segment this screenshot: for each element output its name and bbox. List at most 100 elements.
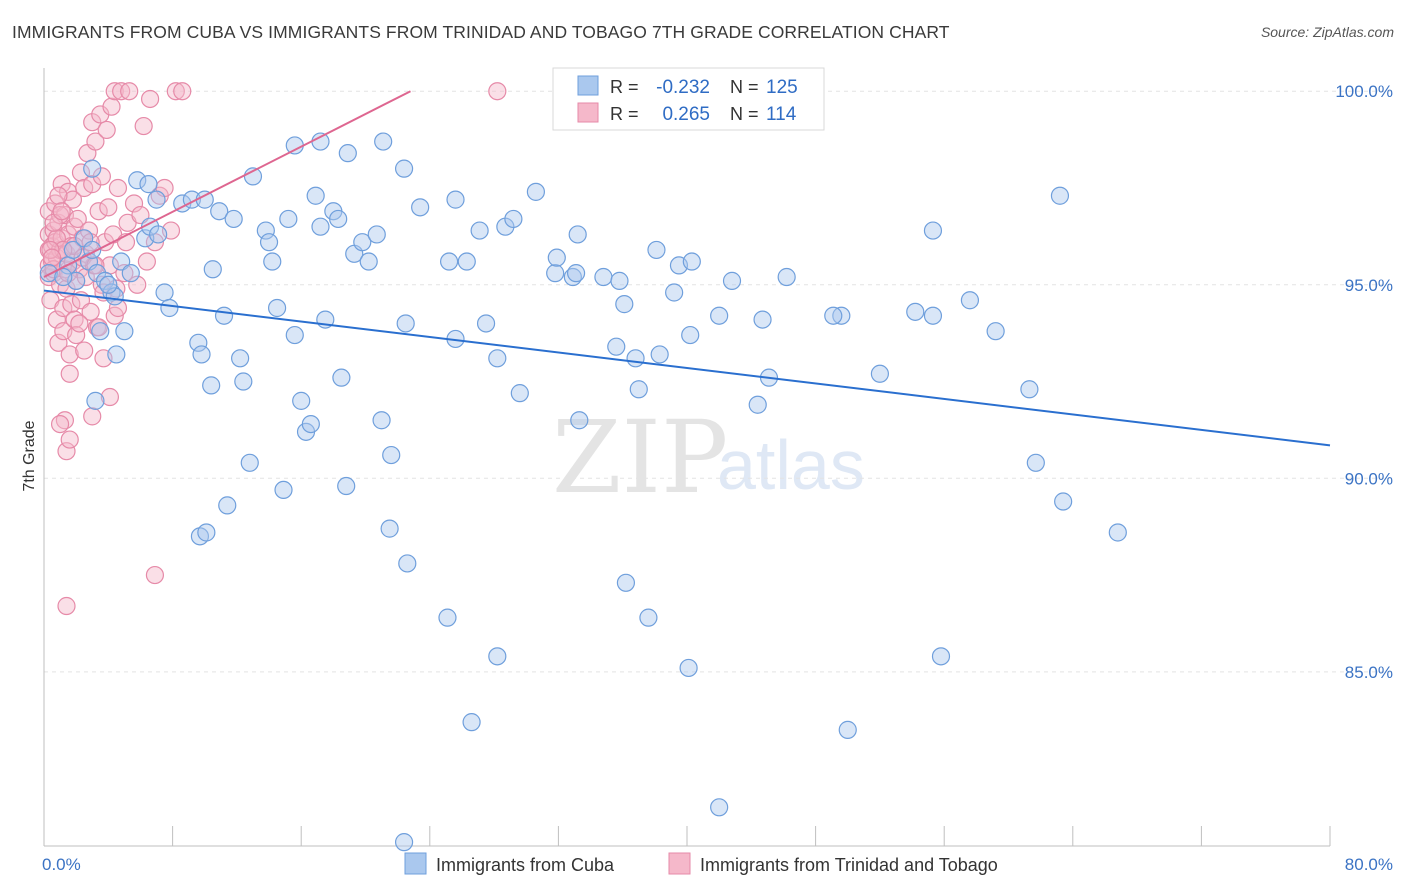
cuba-data-point	[923, 306, 943, 325]
cuba-data-point	[285, 136, 304, 155]
cuba-data-point	[438, 608, 457, 627]
trinidad-data-point	[75, 341, 94, 360]
watermark-zip: ZIP	[552, 399, 728, 516]
cuba-data-point	[63, 240, 83, 260]
stats-legend: R = -0.232 N = 125 R = 0.265 N = 114	[552, 67, 825, 131]
cuba-data-point	[139, 175, 158, 194]
cuba-data-point	[263, 252, 282, 271]
source-label: Source: ZipAtlas.com	[1260, 24, 1394, 40]
cuba-data-point	[679, 658, 698, 678]
cuba-data-point	[1050, 186, 1070, 205]
cuba-data-point	[91, 322, 110, 341]
y-axis-title: 7th Grade	[21, 420, 38, 491]
cuba-data-point	[306, 186, 325, 205]
cuba-data-point	[353, 233, 372, 252]
cuba-data-point	[149, 225, 168, 244]
cuba-data-point	[650, 345, 669, 364]
trinidad-data-point	[137, 252, 156, 271]
cuba-data-point	[112, 252, 131, 271]
y-tick-label: 90.0%	[1345, 469, 1393, 488]
trinidad-data-point	[60, 364, 79, 383]
cuba-data-point	[311, 132, 330, 151]
cuba-data-point	[311, 217, 330, 236]
cuba-data-point	[292, 391, 311, 410]
trinidad-data-point	[105, 82, 124, 101]
cuba-data-point	[107, 345, 126, 364]
legend-swatch-trinidad	[577, 102, 599, 123]
trinidad-data-point	[83, 175, 102, 194]
trinidad-data-point	[100, 387, 120, 407]
cuba-data-point	[301, 414, 320, 434]
cuba-data-point	[629, 380, 648, 399]
cuba-data-point	[338, 144, 357, 163]
bottom-legend-swatch-cuba	[404, 852, 427, 875]
y-tick-labels: 100.0% 95.0% 90.0% 85.0%	[1335, 82, 1393, 682]
cuba-data-point	[504, 209, 523, 229]
cuba-data-point	[665, 283, 684, 302]
cuba-data-point	[681, 325, 700, 345]
cuba-data-point	[566, 264, 586, 283]
x-tick-label-max: 80.0%	[1345, 855, 1393, 874]
bottom-legend-swatch-trinidad	[668, 852, 691, 875]
trinidad-data-point	[166, 82, 185, 101]
trinidad-data-point	[128, 275, 147, 294]
cuba-data-point	[86, 391, 105, 410]
cuba-data-point	[824, 306, 843, 325]
cuba-data-point	[488, 349, 507, 368]
cuba-data-point	[337, 476, 356, 496]
trinidad-data-point	[42, 248, 62, 267]
cuba-data-point	[647, 240, 666, 260]
legend-n-label: N =	[730, 77, 759, 97]
cuba-data-point	[1054, 492, 1073, 511]
legend-r-label: R =	[610, 104, 639, 124]
cuba-data-point	[777, 267, 796, 287]
y-tick-label: 95.0%	[1345, 276, 1393, 295]
cuba-data-point	[1020, 380, 1039, 399]
y-tick-label: 100.0%	[1335, 82, 1393, 101]
cuba-data-point	[367, 225, 386, 244]
cuba-data-point	[960, 291, 980, 310]
cuba-data-point	[607, 337, 626, 356]
legend-n-value-cuba: 125	[766, 77, 798, 98]
trinidad-data-point	[47, 229, 66, 248]
trinidad-data-point	[49, 333, 68, 352]
x-axis-ticks	[43, 826, 1331, 846]
trinidad-data-point	[140, 89, 160, 109]
cuba-data-point	[748, 395, 767, 414]
cuba-data-point	[54, 267, 73, 287]
trinidad-data-point	[120, 82, 139, 101]
cuba-data-point	[838, 720, 857, 739]
cuba-data-point	[279, 209, 298, 229]
cuba-data-point	[203, 260, 222, 279]
cuba-data-point	[526, 182, 545, 201]
cuba-data-point	[476, 314, 496, 333]
legend-n-value-trinidad: 114	[766, 104, 797, 125]
legend-r-value-cuba: -0.232	[656, 77, 710, 98]
legend-swatch-cuba	[577, 75, 599, 96]
cuba-data-point	[462, 713, 481, 732]
cuba-data-point	[256, 221, 275, 240]
cuba-data-point	[210, 202, 229, 221]
cuba-trend-line	[43, 289, 1331, 447]
cuba-data-point	[396, 314, 415, 333]
cuba-data-point	[382, 445, 401, 465]
chart-title: IMMIGRANTS FROM CUBA VS IMMIGRANTS FROM …	[12, 22, 950, 42]
cuba-data-point	[189, 333, 208, 352]
trinidad-data-point	[68, 209, 87, 229]
legend-n-label: N =	[730, 104, 759, 124]
trinidad-data-point	[57, 596, 76, 616]
trinidad-data-point	[145, 565, 165, 585]
cuba-data-point	[99, 275, 118, 294]
cuba-data-point	[267, 298, 287, 318]
trinidad-data-point	[131, 205, 150, 225]
cuba-data-point	[155, 283, 174, 302]
cuba-data-point	[380, 519, 399, 538]
trinidad-data-point	[92, 167, 111, 186]
trinidad-data-point	[62, 295, 81, 314]
cuba-data-point	[197, 523, 216, 542]
cuba-data-point	[240, 453, 259, 472]
cuba-data-point	[906, 302, 925, 321]
cuba-data-point	[570, 411, 589, 430]
trinidad-data-point	[115, 264, 134, 283]
cuba-data-point	[594, 267, 613, 287]
